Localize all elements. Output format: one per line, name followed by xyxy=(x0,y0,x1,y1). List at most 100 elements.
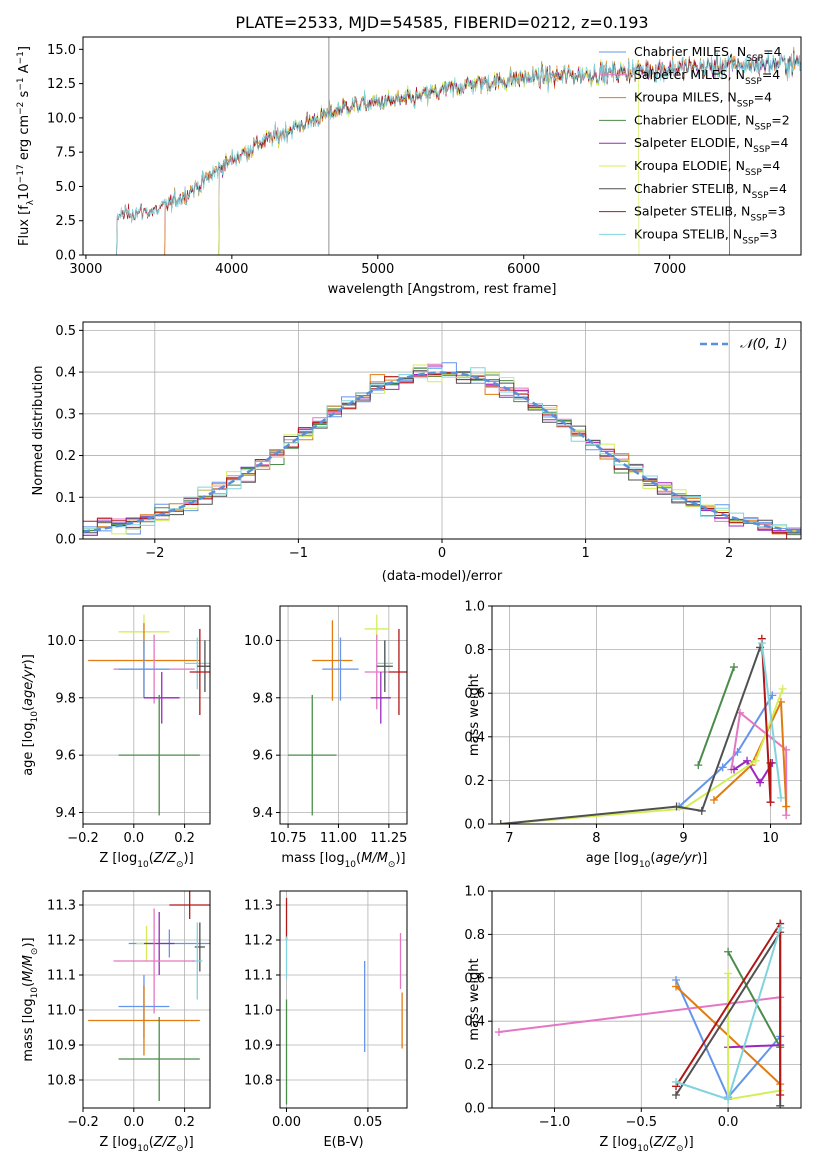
y-tick-label: 0.4 xyxy=(464,1015,485,1030)
x-axis-label: Z [log10(Z/Z⊙)] xyxy=(599,1135,693,1154)
legend-count: =4 xyxy=(763,44,781,59)
legend-count: =4 xyxy=(770,135,788,150)
x-axis-label: E(B-V) xyxy=(323,1135,363,1150)
weight-marker xyxy=(494,1028,503,1037)
weight-marker xyxy=(768,691,777,700)
weight-marker xyxy=(782,802,791,811)
x-tick-label: 8 xyxy=(592,831,600,846)
legend-ssp-subscript: SSP xyxy=(754,122,771,132)
legend-count: =2 xyxy=(771,112,789,127)
y-tick-label: 0.2 xyxy=(464,1058,485,1073)
y-label-text: Flux [f xyxy=(17,205,32,246)
weight-marker xyxy=(672,982,681,991)
weight-line xyxy=(697,666,735,766)
subscript-10: 10 xyxy=(637,1144,649,1154)
panel-weight-vs-Z: −1.0 −0.5 0.0 0.0 0.2 0.4 0.6 0.8 1.0 Z [log10(Z/… xyxy=(464,885,802,1154)
axes-frame xyxy=(82,605,211,825)
weight-marker xyxy=(729,765,738,774)
plot-area xyxy=(285,898,403,1105)
lambda-subscript: λ xyxy=(26,199,36,205)
paren-close: )] xyxy=(184,851,194,866)
legend-entry: Chabrier MILES, NSSP=4 xyxy=(634,44,782,64)
plot-area xyxy=(83,362,801,539)
panels: 3000 4000 5000 6000 70000.02.55.07.510.012.5… xyxy=(16,36,802,1154)
weight-marker xyxy=(672,1077,681,1086)
y-axis-label: mass weight xyxy=(467,674,482,756)
grid xyxy=(82,891,210,1108)
weight-line xyxy=(760,642,782,798)
weight-marker xyxy=(766,798,775,807)
sun-subscript: ⊙ xyxy=(30,948,40,956)
legend-entry: Salpeter STELIB, NSSP=3 xyxy=(634,204,786,224)
y-tick-label: 0.0 xyxy=(55,249,76,264)
x-tick-label: 0.05 xyxy=(353,1115,382,1130)
y-tick-label: 15.0 xyxy=(47,43,76,58)
weight-marker xyxy=(694,761,703,770)
panel-age-vs-mass: 10.75 11.00 11.25 9.4 9.6 9.8 10.0 mass [log10(… xyxy=(244,605,408,870)
bracket: ] xyxy=(17,46,32,51)
y-tick-label: 11.0 xyxy=(244,1004,273,1019)
legend-count: =4 xyxy=(762,158,780,173)
legend-entry: Chabrier ELODIE, NSSP=2 xyxy=(634,112,790,132)
y-tick-label: 0.2 xyxy=(55,449,76,464)
z-over-zsun: Z/Z xyxy=(153,851,177,866)
paren: ( xyxy=(149,1135,154,1150)
legend-ssp-subscript: SSP xyxy=(753,145,770,155)
weight-marker xyxy=(757,639,766,648)
weight-marker xyxy=(776,793,785,802)
plot-area xyxy=(288,614,407,816)
spectrum-line xyxy=(218,52,801,255)
x-axis-label: wavelength [Angstrom, rest frame] xyxy=(328,282,557,297)
x-tick-label: 7000 xyxy=(653,262,686,277)
y-tick-label: 7.5 xyxy=(55,146,76,161)
panel-mass-vs-Z: −0.2 0.0 0.2 10.8 10.9 11.0 11.1 11.2 11.3 Z [log… xyxy=(21,890,211,1154)
x-tick-label: 6000 xyxy=(507,262,540,277)
legend-entry: Salpeter MILES, NSSP=4 xyxy=(634,67,780,87)
legend-name: Chabrier ELODIE, N xyxy=(634,112,754,127)
legend-count: =4 xyxy=(769,181,787,196)
x-tick-label: 0.2 xyxy=(174,831,195,846)
legend-entry: Kroupa MILES, NSSP=4 xyxy=(634,90,772,110)
plot-area xyxy=(88,614,210,816)
y-tick-label: 9.6 xyxy=(252,749,273,764)
x-tick-label: 0.2 xyxy=(174,1115,195,1130)
plot-area xyxy=(88,891,210,1101)
y-tick-label: 0.0 xyxy=(55,533,76,548)
legend-count: =4 xyxy=(754,90,772,105)
legend-name: Kroupa ELODIE, N xyxy=(634,158,745,173)
y-tick-label: 9.4 xyxy=(252,806,273,821)
y-tick-label: 11.0 xyxy=(47,1004,76,1019)
y-tick-label: 5.0 xyxy=(55,180,76,195)
x-tick-label: 1 xyxy=(581,546,589,561)
y-axis-label: Normed distribution xyxy=(31,366,46,496)
x-tick-label: 7 xyxy=(505,831,513,846)
spectrum-line xyxy=(218,59,640,255)
x-tick-label: 3000 xyxy=(69,262,102,277)
x-label-text: Z [log xyxy=(99,1135,137,1150)
x-tick-label: 0.0 xyxy=(123,1115,144,1130)
weight-marker xyxy=(724,1095,733,1104)
panel-spectrum: 3000 4000 5000 6000 7000 0.0 2.5 5.0 7.5 10.0 12.5… xyxy=(16,36,802,297)
grid xyxy=(492,605,801,825)
spectrum-line xyxy=(116,50,801,255)
legend-name: Chabrier MILES, N xyxy=(634,44,746,59)
weight-marker xyxy=(724,947,733,956)
y-tick-label: 11.3 xyxy=(47,899,76,914)
paren-close: )] xyxy=(21,654,36,664)
histogram-step xyxy=(83,364,801,535)
y-tick-label: 0.0 xyxy=(464,818,485,833)
y-tick-label: 11.1 xyxy=(244,969,273,984)
axes-frame xyxy=(491,605,802,825)
y-tick-label: 0.5 xyxy=(55,324,76,339)
x-tick-label: 11.00 xyxy=(320,831,357,846)
spectrum-line xyxy=(116,54,730,255)
m-over-msun: M/M xyxy=(361,851,388,866)
y-tick-label: 10.9 xyxy=(47,1039,76,1054)
exp: −1 xyxy=(16,51,26,64)
y-tick-label: 1.0 xyxy=(464,885,485,900)
y-axis-label: mass weight xyxy=(467,958,482,1040)
subscript-10: 10 xyxy=(345,860,357,870)
